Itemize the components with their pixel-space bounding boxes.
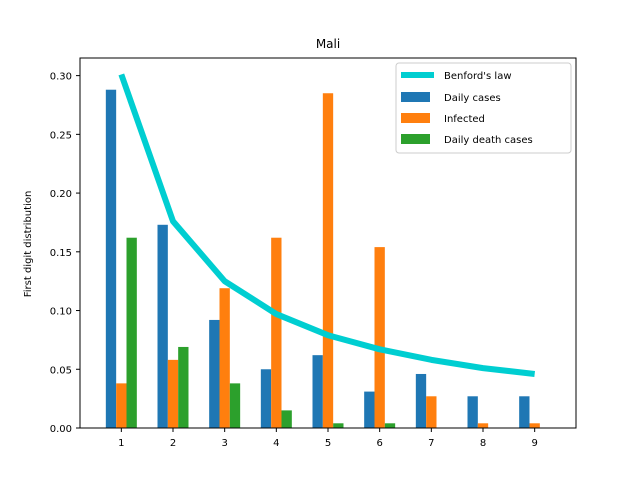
bar-infected-6 [374,247,385,428]
bar-infected-9 [529,423,540,428]
legend-swatch-daily-cases [401,92,430,102]
bar-daily-cases-4 [260,369,272,428]
bar-daily-cases-7 [415,373,427,428]
benford-line [118,73,536,377]
bar-daily-cases-6 [364,391,375,428]
legend: Benford's law Daily cases Infected Daily de… [395,62,572,154]
x-tick-label-9: 9 [531,438,537,449]
y-tick-label-0.00: 0.00 [50,424,72,435]
y-tick-label-0.30: 0.30 [50,72,72,83]
legend-label-infected: Infected [444,114,485,125]
legend-box [395,62,572,154]
bar-daily-death-cases-1 [126,237,137,428]
bar-daily-death-cases-3 [229,383,241,428]
bar-daily-death-cases-2 [178,346,189,428]
y-tick-label-0.25: 0.25 [50,130,72,141]
legend-label-daily-death-cases: Daily death cases [444,135,533,146]
bar-daily-cases-1 [105,89,117,429]
legend-label-benford: Benford's law [444,71,512,82]
bar-infected-1 [116,383,127,428]
y-tick-label-0.20: 0.20 [50,189,72,200]
x-tick-label-6: 6 [376,438,382,449]
x-tick-label-5: 5 [325,438,331,449]
bar-daily-death-cases-4 [281,410,292,428]
bar-infected-7 [426,396,437,428]
bar-daily-cases-8 [467,396,478,428]
y-axis-label: First digit distribution [23,191,34,298]
x-tick-label-2: 2 [170,438,176,449]
bar-daily-cases-5 [312,355,323,428]
x-tick-label-3: 3 [221,438,227,449]
legend-swatch-infected [401,113,430,123]
plot-area: 1 2 3 4 5 6 7 8 9 0.00 0.05 0.10 0.15 0.20 0.25 0.30 [50,57,577,449]
y-tick-label-0.10: 0.10 [50,307,72,318]
bar-infected-5 [322,93,334,429]
chart-title: Mali [316,37,340,51]
legend-swatch-daily-death-cases [401,134,430,144]
bar-daily-death-cases-5 [333,423,344,428]
bar-daily-cases-3 [209,319,220,428]
bar-infected-3 [219,288,230,428]
bar-daily-cases-2 [157,224,168,428]
bar-daily-cases-9 [519,396,530,428]
bar-infected-4 [271,237,282,428]
y-tick-label-0.15: 0.15 [50,248,72,259]
x-tick-label-1: 1 [118,438,124,449]
x-tick-label-7: 7 [428,438,434,449]
bar-daily-death-cases-6 [384,423,396,428]
x-tick-label-4: 4 [273,438,279,449]
bar-infected-2 [167,359,179,428]
legend-label-daily-cases: Daily cases [444,93,501,104]
bar-infected-8 [477,423,489,428]
x-tick-label-8: 8 [480,438,486,449]
y-tick-label-0.05: 0.05 [50,365,72,376]
